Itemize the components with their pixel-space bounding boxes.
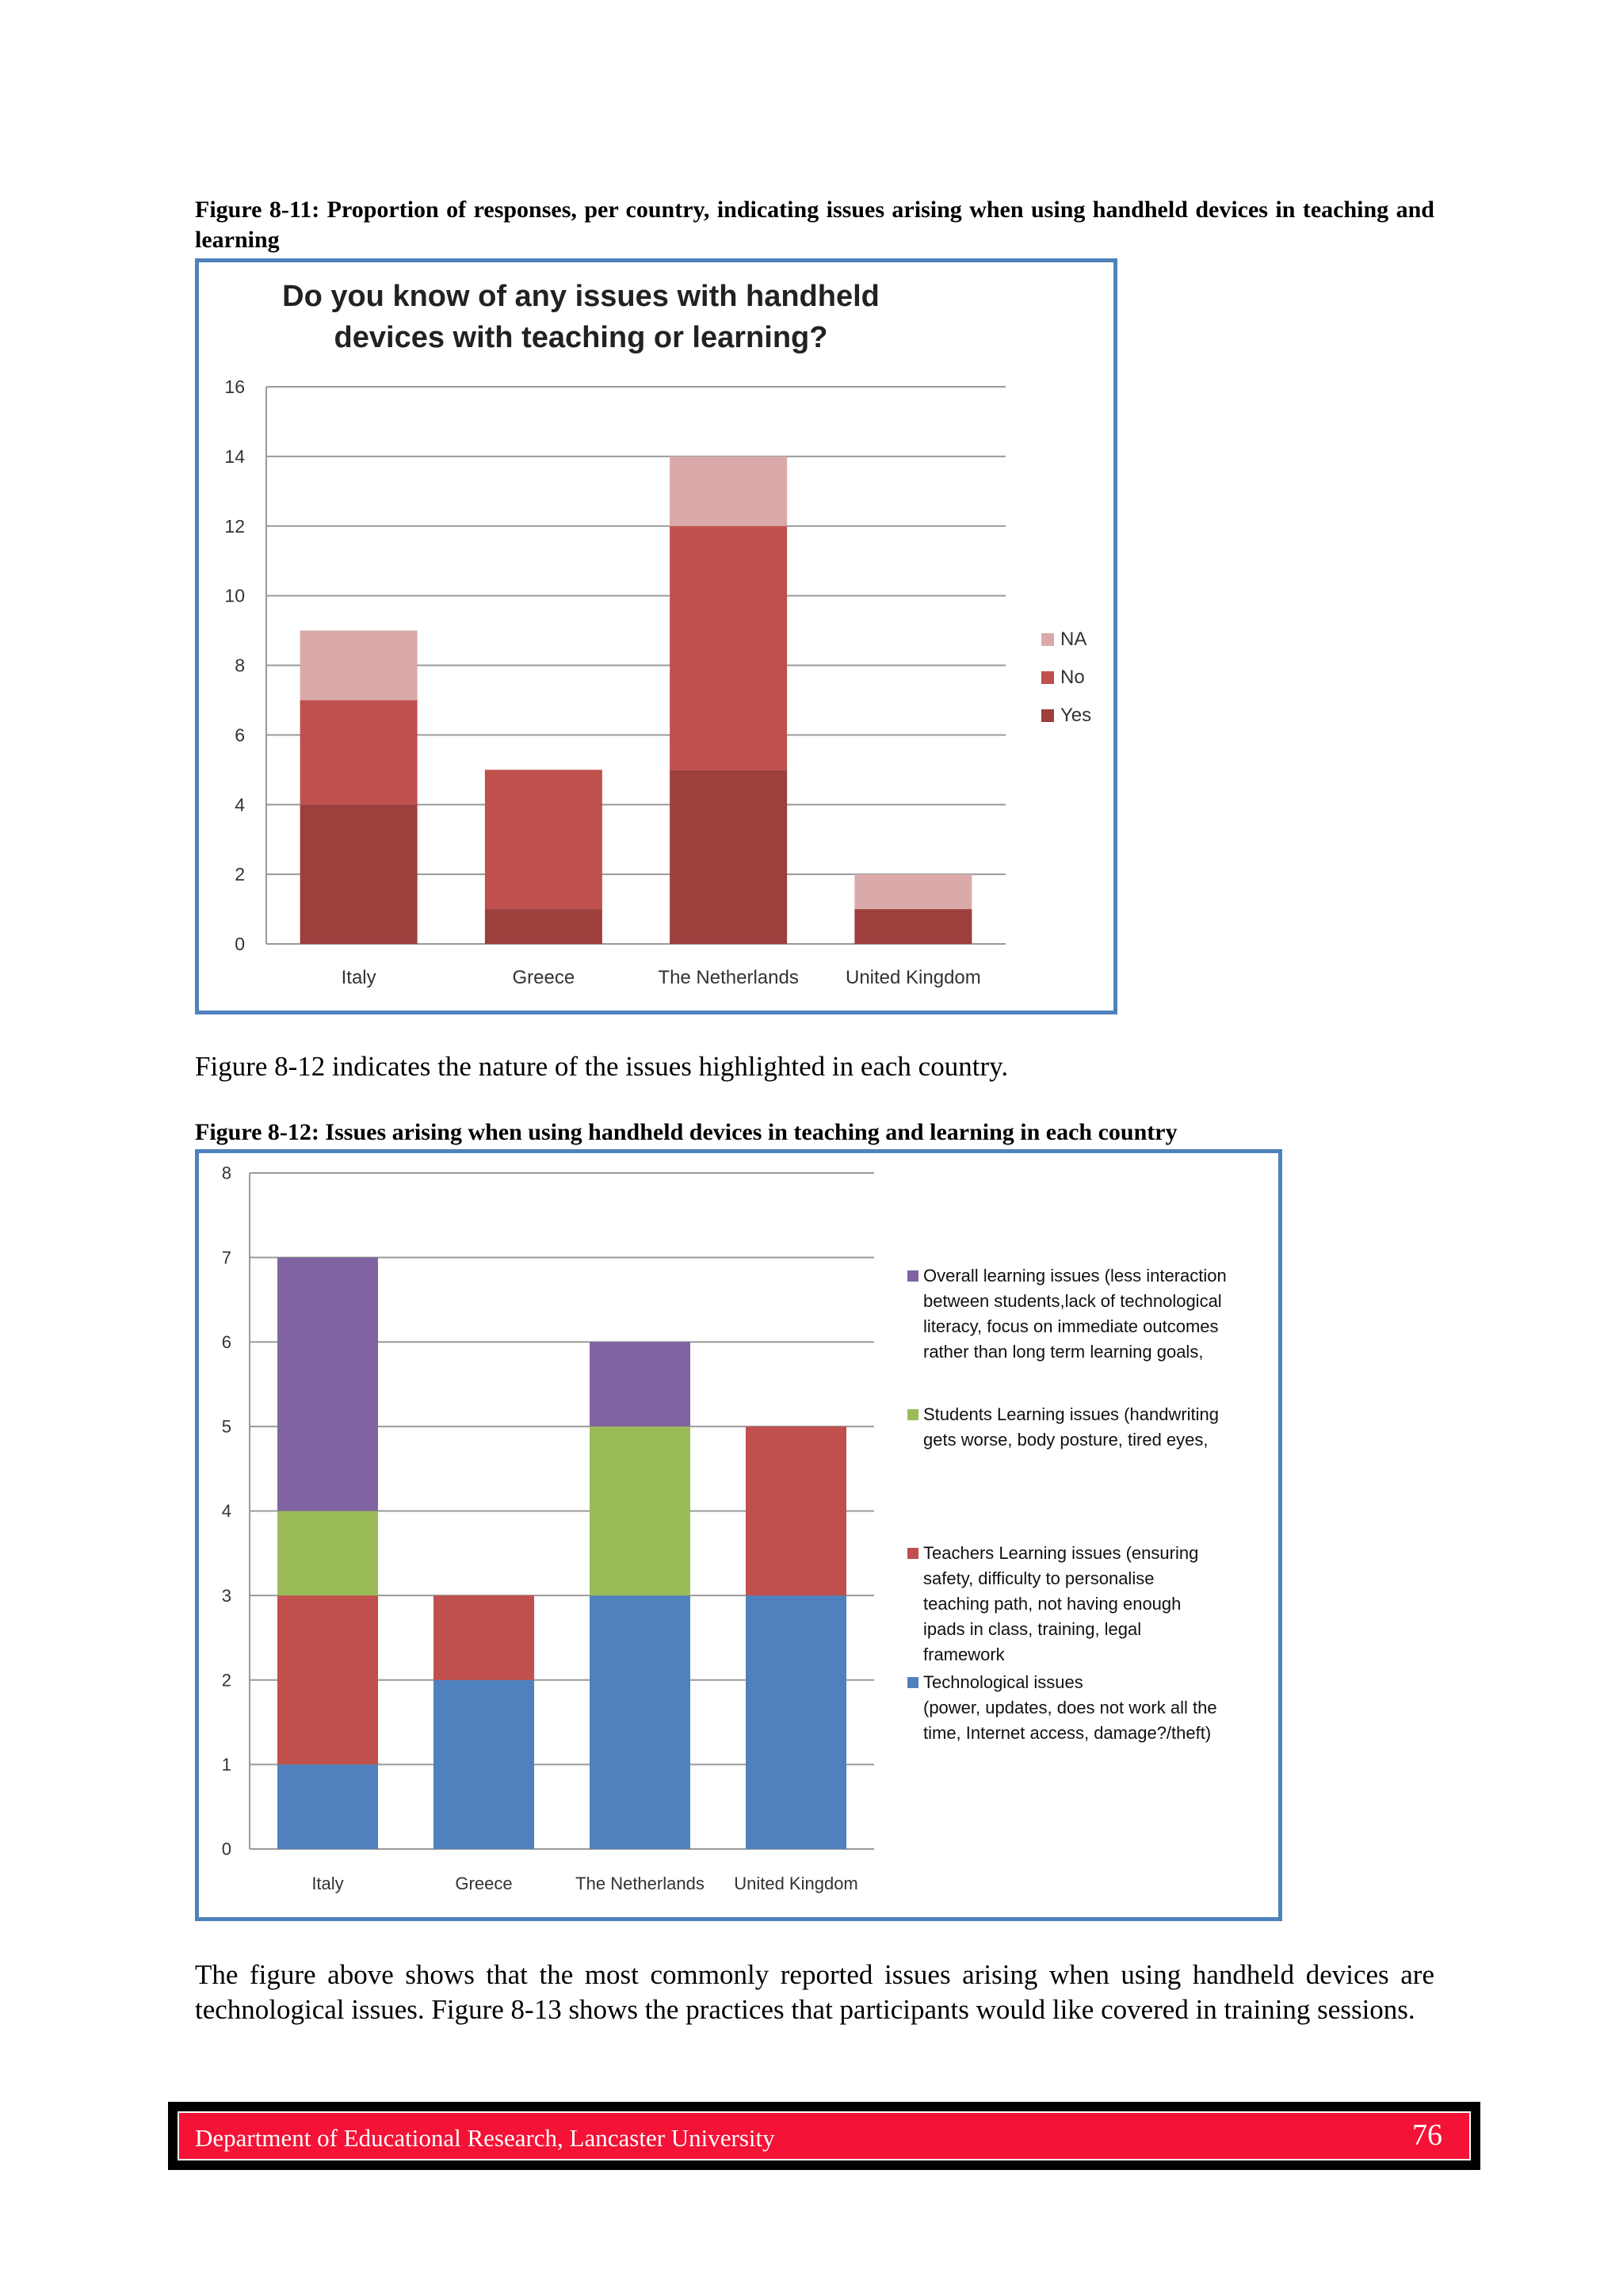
x-category-label: United Kingdom [846, 967, 981, 988]
x-category-label: United Kingdom [734, 1874, 858, 1893]
y-tick-label: 10 [224, 586, 245, 606]
figure-8-12-caption: Figure 8-12: Issues arising when using h… [195, 1119, 1178, 1145]
legend-label: Overall learning issues (less interactio… [923, 1266, 1227, 1286]
bar-segment [854, 874, 972, 910]
y-tick-label: 0 [222, 1839, 231, 1859]
legend-label: NA [1060, 628, 1086, 650]
legend-label: literacy, focus on immediate outcomes [923, 1316, 1219, 1336]
bar-segment [484, 909, 602, 944]
bar-segment [433, 1679, 534, 1849]
legend-label: ipads in class, training, legal [923, 1619, 1141, 1639]
y-tick-label: 6 [222, 1332, 231, 1352]
legend-label: framework [923, 1645, 1006, 1664]
chart-frame-issue-types: 0 1 2 3 4 5 6 7 8 Italy Greece The Netherlands Unite… [195, 1149, 1282, 1921]
legend-label: time, Internet access, damage?/theft) [923, 1723, 1211, 1743]
bar-segment [590, 1342, 690, 1427]
chart-issue-types: 0 1 2 3 4 5 6 7 8 Italy Greece The Netherlands Unite… [222, 1163, 1227, 1893]
x-category-label: Greece [455, 1874, 512, 1893]
y-tick-label: 16 [224, 376, 245, 397]
x-category-label: The Netherlands [575, 1874, 705, 1893]
page-footer: Department of Educational Research, Lanc… [168, 2102, 1480, 2170]
y-tick-label: 5 [222, 1417, 231, 1437]
y-tick-label: 6 [235, 724, 245, 745]
y-tick-label: 0 [235, 934, 245, 954]
legend-swatch [1041, 671, 1054, 684]
paragraph-figure-8-12-intro: Figure 8-12 indicates the nature of the … [195, 1051, 1009, 1082]
chart-title-line: Do you know of any issues with handheld [282, 280, 880, 313]
legend-label: Students Learning issues (handwriting [923, 1404, 1219, 1424]
legend-label: rather than long term learning goals, [923, 1342, 1203, 1362]
legend-swatch [1041, 633, 1054, 646]
bar-segment [300, 700, 418, 805]
figure-8-11-caption: Figure 8-11: Proportion of responses, pe… [195, 197, 1434, 253]
y-tick-label: 8 [235, 655, 245, 676]
bar-segment [433, 1595, 534, 1680]
bar-segment [277, 1595, 378, 1765]
legend-label: safety, difficulty to personalise [923, 1568, 1154, 1588]
y-tick-label: 14 [224, 446, 245, 467]
y-tick-label: 4 [235, 794, 245, 815]
legend-label: teaching path, not having enough [923, 1594, 1181, 1614]
bar-segment [746, 1595, 846, 1849]
legend-swatch [907, 1270, 918, 1282]
y-tick-label: 8 [222, 1163, 231, 1183]
y-tick-label: 12 [224, 516, 245, 537]
bar-segment [277, 1764, 378, 1849]
legend-label: gets worse, body posture, tired eyes, [923, 1430, 1209, 1450]
footer-department: Department of Educational Research, Lanc… [195, 2124, 775, 2152]
bar-segment [670, 456, 788, 526]
paragraph-conclusion: The figure above shows that the most com… [195, 1959, 1434, 2025]
page-number: 76 [1412, 2118, 1442, 2152]
legend-label: No [1060, 667, 1085, 688]
legend-label: Teachers Learning issues (ensuring [923, 1543, 1198, 1563]
bar-segment [300, 804, 418, 944]
legend-swatch [907, 1409, 918, 1420]
bar-segment [300, 630, 418, 701]
bar-segment [277, 1511, 378, 1596]
legend-label: (power, updates, does not work all the [923, 1698, 1217, 1717]
footer-band: Department of Educational Research, Lanc… [178, 2111, 1471, 2160]
bar-segment [670, 770, 788, 944]
legend-label: between students,lack of technological [923, 1291, 1222, 1311]
bar-segment [746, 1426, 846, 1596]
x-category-label: The Netherlands [658, 967, 798, 988]
y-tick-label: 1 [222, 1755, 231, 1775]
legend-label: Yes [1060, 705, 1091, 726]
legend-swatch [907, 1677, 918, 1688]
y-tick-label: 4 [222, 1501, 231, 1521]
legend-swatch [1041, 709, 1054, 722]
y-tick-label: 3 [222, 1586, 231, 1606]
chart-title-line: devices with teaching or learning? [334, 321, 828, 354]
chart-issues-known: Do you know of any issues with handheld d… [224, 280, 1091, 988]
bar-segment [670, 525, 788, 770]
bar-segment [590, 1426, 690, 1596]
legend-label: Technological issues [923, 1672, 1083, 1692]
y-tick-label: 7 [222, 1247, 231, 1267]
x-category-label: Greece [513, 967, 575, 988]
bar-segment [590, 1595, 690, 1849]
legend-swatch [907, 1548, 918, 1559]
bar-segment [484, 770, 602, 910]
x-category-label: Italy [342, 967, 376, 988]
bar-segment [854, 909, 972, 944]
x-category-label: Italy [311, 1874, 343, 1893]
y-tick-label: 2 [222, 1670, 231, 1690]
bar-segment [277, 1257, 378, 1511]
chart-frame-issues-known: Do you know of any issues with handheld d… [195, 258, 1117, 1014]
y-tick-label: 2 [235, 864, 245, 884]
